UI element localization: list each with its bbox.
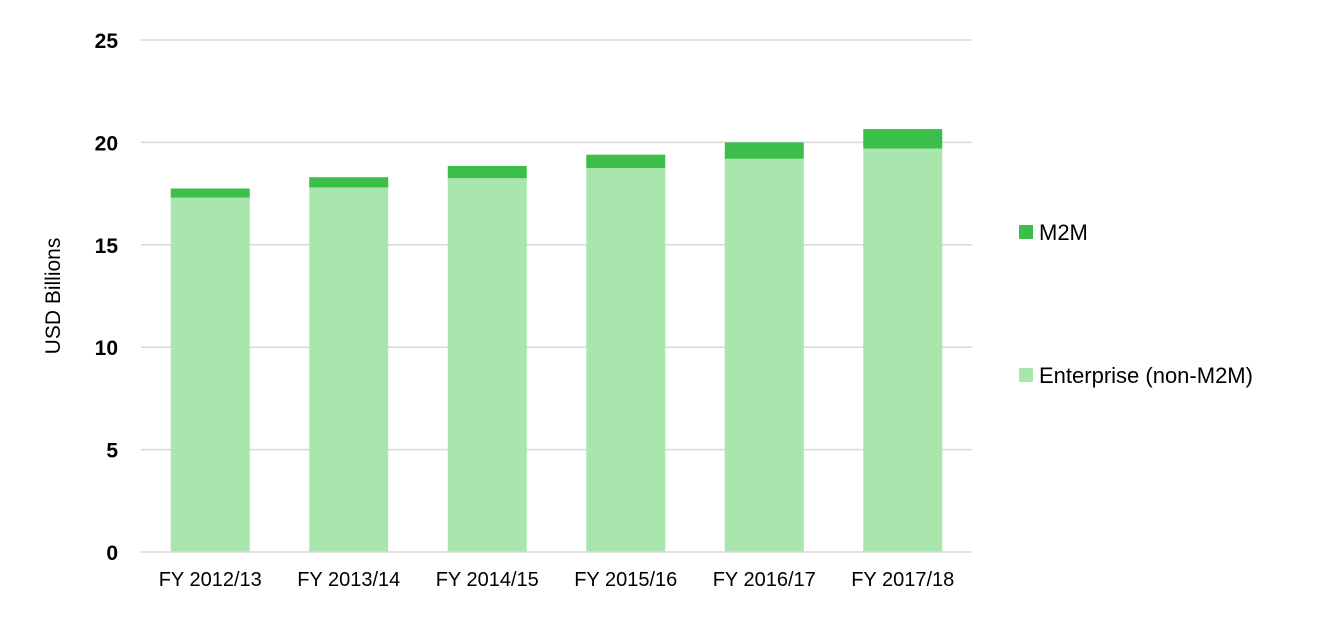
x-tick-label: FY 2014/15 — [436, 569, 539, 591]
x-tick-label: FY 2015/16 — [574, 569, 677, 591]
bar-enterprise — [447, 178, 527, 553]
bar-m2m — [309, 177, 389, 188]
x-tick-label: FY 2013/14 — [297, 569, 400, 591]
legend-label: M2M — [1039, 220, 1088, 245]
legend-label: Enterprise (non-M2M) — [1039, 363, 1253, 388]
gridlines — [141, 39, 972, 451]
y-tick-label: 25 — [95, 30, 119, 53]
bar-enterprise — [724, 158, 804, 552]
y-tick-label: 0 — [106, 542, 118, 565]
x-tick-labels: FY 2012/13 FY 2013/14 FY 2014/15 FY 2015/16… — [159, 569, 955, 591]
x-tick-label: FY 2017/18 — [851, 569, 954, 591]
bar-m2m — [863, 129, 943, 149]
legend-swatch — [1019, 368, 1033, 382]
bar-m2m — [447, 165, 527, 179]
y-tick-labels: 0 5 10 15 20 25 — [95, 30, 119, 565]
bar-enterprise — [586, 168, 666, 552]
x-tick-label: FY 2016/17 — [713, 569, 816, 591]
bar-enterprise — [309, 187, 389, 552]
y-axis-label: USD Billions — [42, 238, 65, 355]
y-tick-label: 20 — [95, 132, 118, 155]
bar-enterprise — [170, 197, 250, 553]
legend-swatch — [1019, 225, 1033, 239]
y-tick-label: 5 — [106, 440, 118, 463]
y-tick-label: 10 — [95, 337, 118, 360]
bar-enterprise — [863, 148, 943, 552]
bar-m2m — [586, 154, 666, 168]
legend: M2M Enterprise (non-M2M) — [1019, 220, 1253, 388]
bar-m2m — [170, 188, 250, 198]
bar-m2m — [724, 142, 804, 159]
y-tick-label: 15 — [95, 235, 119, 258]
bars — [170, 129, 943, 553]
x-tick-label: FY 2012/13 — [159, 569, 262, 591]
